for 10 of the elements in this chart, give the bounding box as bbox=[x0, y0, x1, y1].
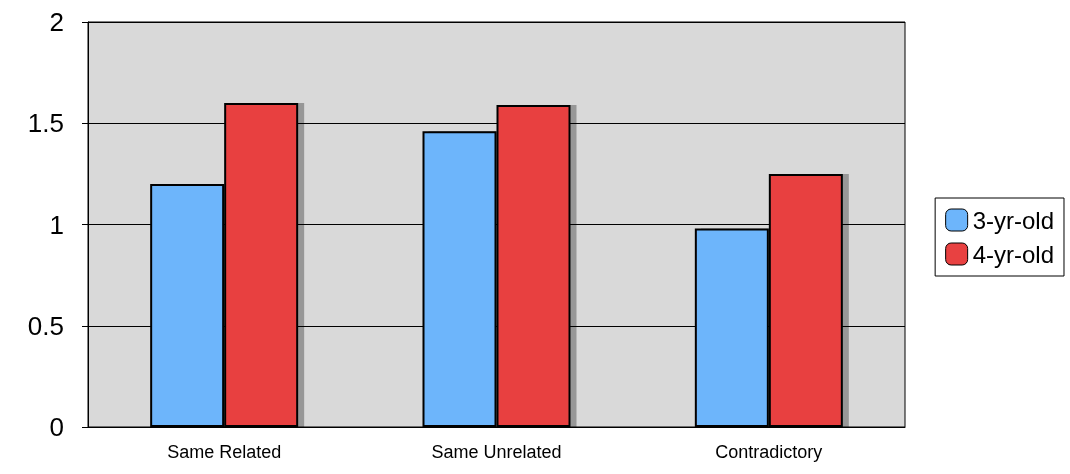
x-tick-label: Contradictory bbox=[715, 442, 823, 462]
y-tick-label: 0 bbox=[49, 412, 64, 442]
x-tick-label: Same Unrelated bbox=[431, 442, 562, 462]
legend-label: 4-yr-old bbox=[972, 240, 1055, 268]
y-tick-label: 2 bbox=[49, 7, 64, 37]
x-tick-label: Same Related bbox=[167, 442, 282, 462]
y-tick-label: 1 bbox=[49, 209, 64, 240]
legend-label: 3-yr-old bbox=[972, 206, 1055, 234]
y-tick-label: 1.5 bbox=[27, 108, 64, 139]
y-tick-label: 0.5 bbox=[27, 310, 64, 341]
